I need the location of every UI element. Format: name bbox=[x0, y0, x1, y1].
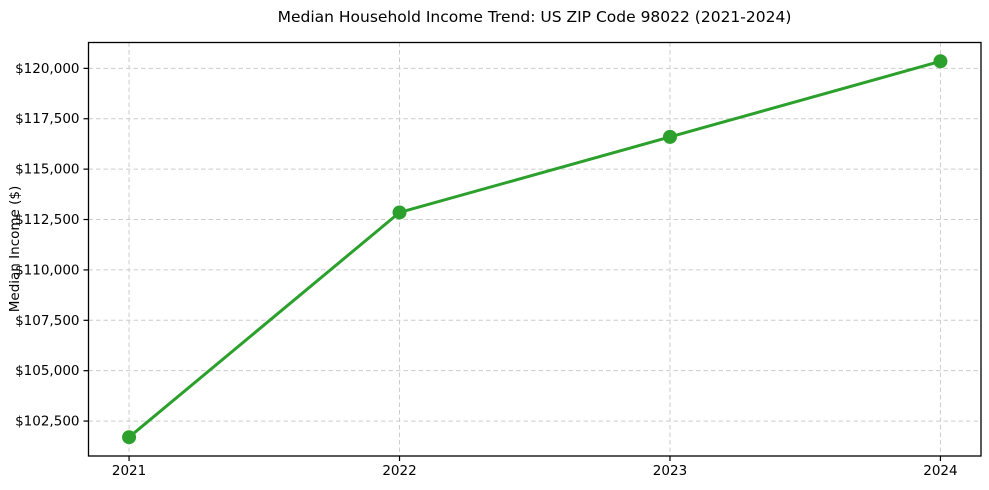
x-tick-label: 2023 bbox=[653, 463, 687, 479]
trend-line bbox=[127, 59, 942, 439]
y-tick-label: $107,500 bbox=[15, 313, 79, 329]
x-tick-label: 2021 bbox=[112, 463, 146, 479]
chart-title: Median Household Income Trend: US ZIP Co… bbox=[277, 8, 792, 26]
data-point bbox=[392, 205, 407, 220]
y-tick-label: $105,000 bbox=[15, 363, 79, 379]
y-tick-label: $115,000 bbox=[15, 162, 79, 178]
data-point bbox=[662, 129, 677, 144]
y-tick-label: $110,000 bbox=[15, 262, 79, 278]
y-tick-label: $117,500 bbox=[15, 111, 79, 127]
x-tick-label: 2024 bbox=[923, 463, 957, 479]
data-point bbox=[122, 430, 137, 445]
axes-frame bbox=[87, 41, 982, 457]
x-tick-label: 2022 bbox=[382, 463, 416, 479]
y-tick-label: $102,500 bbox=[15, 414, 79, 430]
y-tick-label: $112,500 bbox=[15, 212, 79, 228]
y-tick-label: $120,000 bbox=[15, 61, 79, 77]
data-point bbox=[933, 54, 948, 69]
